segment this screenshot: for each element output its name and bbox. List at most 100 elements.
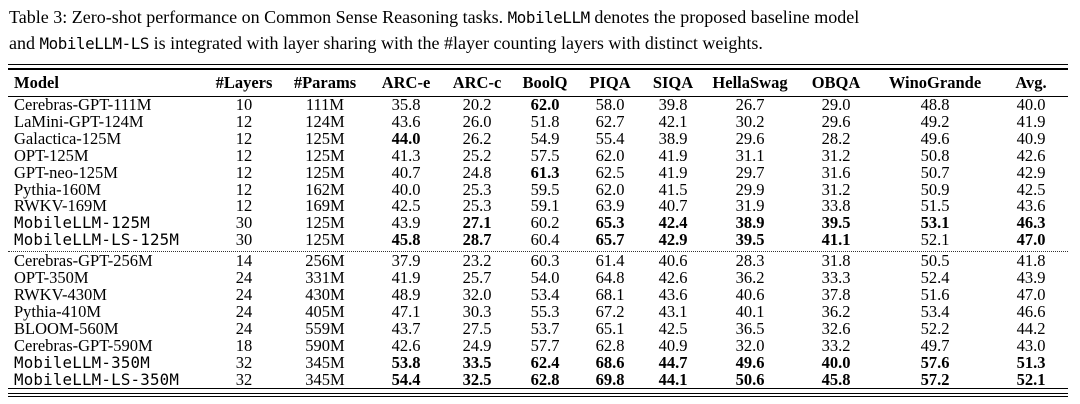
score-cell: 40.7: [391, 162, 421, 182]
score-cell: 68.1: [595, 284, 625, 304]
score-cell: 162M: [305, 179, 345, 199]
top-rule-inner: [8, 68, 1068, 70]
caption-text: denotes the proposed baseline model: [589, 7, 860, 27]
score-cell: 40.6: [735, 284, 765, 304]
score-cell: 42.5: [658, 318, 688, 338]
score-cell: 60.4: [530, 230, 560, 250]
score-cell: 125M: [305, 162, 345, 182]
score-cell: 29.0: [821, 95, 851, 114]
column-header-params: #Params: [293, 73, 357, 92]
score-cell: 30: [235, 213, 253, 233]
score-cell: 53.1: [920, 213, 950, 233]
score-cell: 10: [235, 95, 253, 114]
score-cell: 33.3: [821, 268, 851, 288]
score-cell: 25.2: [462, 145, 492, 165]
column-header-hellaswag: HellaSwag: [712, 73, 788, 92]
table-row: GPT-neo-125M 12 125M 40.7 24.8 61.3 62.5 41.9 29…: [8, 162, 1068, 182]
score-cell: 50.5: [920, 251, 950, 271]
score-cell: 20.2: [462, 95, 492, 114]
score-cell: 27.5: [462, 318, 492, 338]
header-rule: [8, 96, 1068, 97]
column-header-obqa: OBQA: [811, 73, 861, 92]
score-cell: 125M: [305, 128, 345, 148]
score-cell: 430M: [305, 284, 345, 304]
table-row: MobileLLM-LS-125M 30 125M 45.8 28.7 60.4 65.7 4…: [8, 230, 1068, 250]
score-cell: 32: [235, 369, 253, 389]
score-cell: 62.4: [530, 352, 560, 372]
score-cell: 62.8: [595, 335, 625, 355]
score-cell: 559M: [305, 318, 345, 338]
score-cell: 52.1: [920, 230, 950, 250]
table-row: Galactica-125M 12 125M 44.0 26.2 54.9 55.4 38.9…: [8, 128, 1068, 148]
score-cell: 32: [235, 352, 253, 372]
score-cell: 47.0: [1016, 284, 1046, 304]
score-cell: 52.4: [920, 268, 950, 288]
score-cell: 27.1: [462, 213, 492, 233]
score-cell: 28.2: [821, 128, 851, 148]
model-name-cell: Galactica-125M: [14, 128, 122, 148]
score-cell: 50.9: [920, 179, 950, 199]
model-name-cell: Pythia-410M: [14, 301, 102, 321]
score-cell: 124M: [305, 111, 345, 131]
column-header-boolq: BoolQ: [522, 73, 568, 92]
table-row: RWKV-430M 24 430M 48.9 32.0 53.4 68.1 43.6 40.6 3…: [8, 284, 1068, 304]
score-cell: 29.7: [735, 162, 765, 182]
score-cell: 41.9: [1016, 111, 1046, 131]
group-divider-dotted: [8, 251, 1068, 253]
score-cell: 57.7: [530, 335, 560, 355]
score-cell: 24: [235, 268, 253, 288]
score-cell: 61.4: [595, 251, 625, 271]
score-cell: 42.9: [658, 230, 688, 250]
score-cell: 49.7: [920, 335, 950, 355]
score-cell: 24: [235, 284, 253, 304]
score-cell: 54.9: [530, 128, 560, 148]
model-name-cell: Cerebras-GPT-590M: [14, 335, 153, 355]
score-cell: 48.9: [391, 284, 421, 304]
model-name-cell: BLOOM-560M: [14, 318, 119, 338]
score-cell: 40.6: [658, 251, 688, 271]
score-cell: 36.5: [735, 318, 765, 338]
score-cell: 50.7: [920, 162, 950, 182]
score-cell: 44.0: [391, 128, 421, 148]
score-cell: 12: [235, 196, 253, 216]
score-cell: 331M: [305, 268, 345, 288]
score-cell: 55.4: [595, 128, 625, 148]
score-cell: 29.6: [821, 111, 851, 131]
model-name-cell: LaMini-GPT-124M: [14, 111, 144, 131]
score-cell: 43.6: [1016, 196, 1046, 216]
score-cell: 43.0: [1016, 335, 1046, 355]
score-cell: 40.0: [1016, 95, 1046, 114]
row-group: Cerebras-GPT-111M 10 111M 35.8 20.2 62.0 58.0 3…: [8, 95, 1068, 250]
score-cell: 43.7: [391, 318, 421, 338]
score-cell: 62.0: [595, 145, 625, 165]
table-row: Pythia-160M 12 162M 40.0 25.3 59.5 62.0 41.5 29.…: [8, 179, 1068, 199]
score-cell: 30: [235, 230, 253, 250]
score-cell: 26.0: [462, 111, 492, 131]
table-row: Pythia-410M 24 405M 47.1 30.3 55.3 67.2 43.1 40.…: [8, 301, 1068, 321]
score-cell: 48.8: [920, 95, 950, 114]
score-cell: 67.2: [595, 301, 625, 321]
model-name-cell: Pythia-160M: [14, 179, 102, 199]
score-cell: 39.5: [821, 213, 851, 233]
score-cell: 41.8: [1016, 251, 1046, 271]
score-cell: 57.6: [920, 352, 950, 372]
score-cell: 256M: [305, 251, 345, 271]
score-cell: 44.1: [658, 369, 688, 389]
score-cell: 37.8: [821, 284, 851, 304]
score-cell: 28.7: [462, 230, 492, 250]
score-cell: 31.6: [821, 162, 851, 182]
score-cell: 345M: [305, 352, 345, 372]
table-row: MobileLLM-350M 32 345M 53.8 33.5 62.4 68.6 44.7…: [8, 352, 1068, 372]
model-name-cell: OPT-125M: [14, 145, 89, 165]
score-cell: 40.7: [658, 196, 688, 216]
score-cell: 51.3: [1016, 352, 1046, 372]
score-cell: 53.4: [530, 284, 560, 304]
table-row: MobileLLM-125M 30 125M 43.9 27.1 60.2 65.3 42.4…: [8, 213, 1068, 233]
score-cell: 65.3: [595, 213, 625, 233]
score-cell: 31.9: [735, 196, 765, 216]
score-cell: 18: [235, 335, 253, 355]
score-cell: 61.3: [530, 162, 560, 182]
score-cell: 53.4: [920, 301, 950, 321]
score-cell: 58.0: [595, 95, 625, 114]
score-cell: 25.3: [462, 179, 492, 199]
